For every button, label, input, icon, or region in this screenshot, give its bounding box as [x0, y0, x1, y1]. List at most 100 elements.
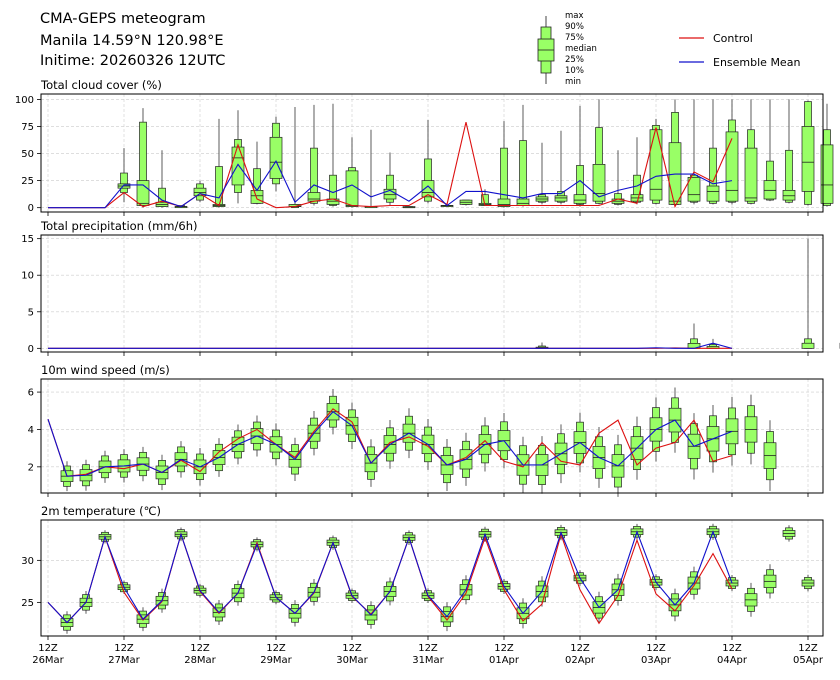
x-tick-label-date: 03Apr [641, 655, 672, 666]
ensemble-box [801, 238, 815, 349]
box-p25-p75 [801, 342, 815, 349]
line-legend: Control Ensemble Mean [679, 32, 800, 69]
precip-panel: Total precipitation (mm/6h) 0 5 10 15 [21, 219, 840, 356]
ensemble-box [307, 104, 321, 206]
ensemble-box [630, 137, 644, 205]
y-tick-label: 2 [28, 462, 34, 473]
ensemble-box [763, 99, 777, 202]
ensemble-box [706, 99, 720, 205]
ensemble-box [725, 99, 739, 205]
ensemble-mean-line [47, 530, 733, 624]
box-p25-p75 [801, 126, 815, 192]
ensemble-box [269, 116, 283, 192]
box-p25-p75 [136, 180, 150, 206]
box-p25-p75 [345, 170, 359, 207]
ensemble-box [383, 152, 397, 206]
ensemble-box [155, 150, 169, 208]
ensemble-box [801, 100, 815, 206]
x-tick-label-date: 05Apr [793, 655, 824, 666]
legend-p90: 90% [565, 22, 584, 32]
box-p25-p75 [706, 185, 720, 202]
legend-control-label: Control [713, 32, 753, 45]
wind-panel: 10m wind speed (m/s) 2 4 6 [28, 363, 824, 497]
x-tick-label-hour: 12Z [570, 643, 590, 654]
ensemble-box [782, 525, 796, 542]
ensemble-box [592, 99, 606, 205]
ensemble-box [744, 582, 758, 617]
box-p10-p90 [310, 147, 318, 204]
y-tick-label: 30 [21, 556, 34, 567]
box-p25-p75 [592, 164, 606, 202]
x-tick-label-hour: 12Z [646, 643, 666, 654]
precip-panel-frame [40, 234, 824, 353]
box-p25-p75 [497, 198, 511, 207]
x-tick-label-date: 02Apr [565, 655, 596, 666]
control-line [48, 122, 733, 209]
ensemble-box [782, 99, 796, 204]
box-p10-p90 [329, 174, 337, 206]
ensemble-box [687, 99, 701, 205]
y-tick-label: 25 [21, 176, 34, 187]
x-tick-label-hour: 12Z [190, 643, 210, 654]
ensemble-box [687, 323, 701, 349]
box-p25-p75 [231, 146, 245, 186]
cloud-panel-title: Total cloud cover (%) [40, 78, 162, 92]
location-label: Manila 14.59°N 120.98°E [40, 33, 224, 49]
y-tick-label: 0 [28, 344, 34, 355]
box-p10-p90 [386, 174, 394, 203]
ensemble-box [535, 142, 549, 205]
legend-p10: 10% [565, 66, 584, 76]
legend-min: min [565, 77, 581, 87]
y-tick-label: 50 [21, 149, 34, 160]
ensemble-box [402, 206, 416, 209]
box-p10-p90 [576, 165, 584, 205]
ensemble-box [763, 420, 777, 492]
ensemble-box [250, 141, 264, 205]
legend-p75: 75% [565, 33, 584, 43]
x-tick-label-date: 31Mar [412, 655, 444, 666]
ensemble-box [820, 103, 834, 207]
temp-panel: 2m temperature (℃)253012Z26Mar12Z27Mar12… [21, 504, 824, 666]
legend-median-label: median [565, 44, 597, 54]
box-p25-p75 [725, 131, 739, 202]
x-tick-label-hour: 12Z [722, 643, 742, 654]
box-p10-p90 [424, 158, 432, 202]
box-p25-p75 [307, 192, 321, 202]
ensemble-box [459, 199, 473, 206]
x-tick-label-hour: 12Z [342, 643, 362, 654]
box-p25-p75 [516, 198, 530, 206]
x-tick-label-date: 29Mar [260, 655, 292, 666]
box-p10-p90 [785, 149, 793, 203]
y-tick-label: 75 [21, 122, 34, 133]
box-p10-p90 [120, 172, 128, 193]
box-p25-p75 [782, 189, 796, 201]
x-tick-label-date: 28Mar [184, 655, 216, 666]
temp-panel-title: 2m temperature (℃) [41, 504, 161, 518]
initime-label: Initime: 20260326 12UTC [40, 53, 225, 69]
precip-panel-title: Total precipitation (mm/6h) [40, 219, 197, 233]
y-tick-label: 4 [28, 425, 34, 436]
x-tick-label-date: 01Apr [489, 655, 520, 666]
box-p10-p90 [500, 147, 508, 207]
y-tick-label: 25 [21, 598, 34, 609]
y-tick-label: 5 [28, 307, 34, 318]
ensemble-box [744, 99, 758, 205]
x-tick-label-hour: 12Z [114, 643, 134, 654]
ensemble-box [117, 148, 131, 203]
x-tick-label-hour: 12Z [38, 643, 58, 654]
ensemble-box [744, 394, 758, 465]
ensemble-mean-line [47, 410, 733, 477]
legend-p25: 25% [565, 55, 584, 65]
x-tick-label-date: 26Mar [32, 655, 64, 666]
ensemble-box [801, 574, 815, 592]
ensemble-box [212, 118, 226, 208]
box-p25-p75 [820, 144, 834, 204]
x-tick-label-hour: 12Z [266, 643, 286, 654]
box-p10-p90 [519, 140, 527, 206]
box-p25-p75 [573, 194, 587, 204]
temp-panel-frame [40, 519, 824, 637]
ensemble-box [554, 130, 568, 205]
x-tick-label-hour: 12Z [798, 643, 818, 654]
box-p10-p90 [709, 147, 717, 204]
box-p25-p75 [193, 187, 207, 197]
